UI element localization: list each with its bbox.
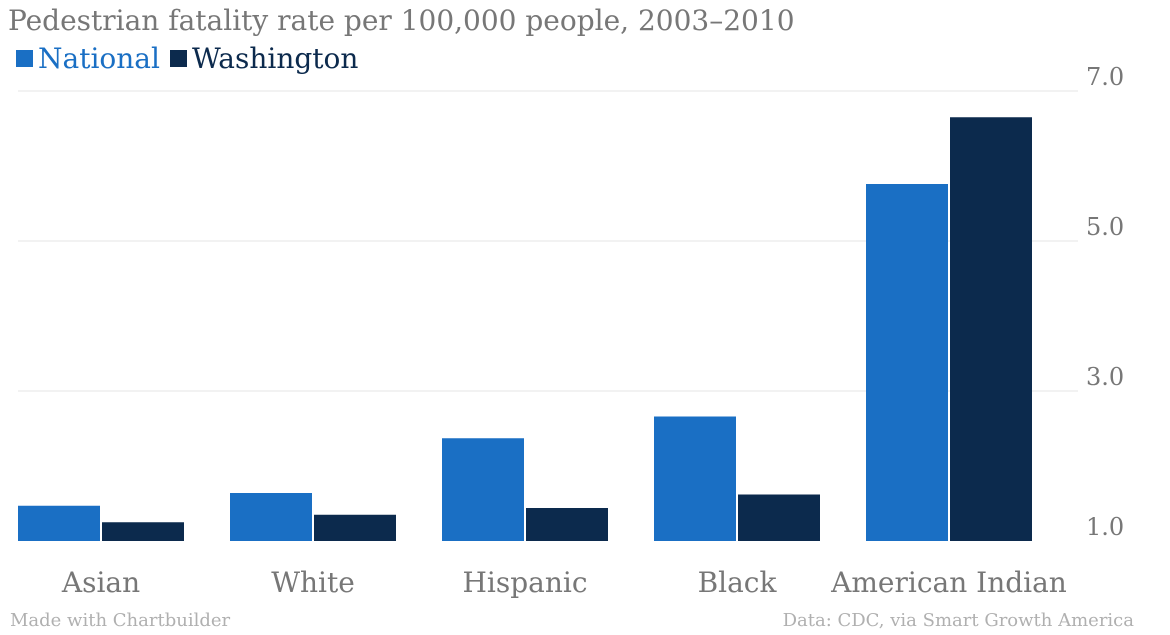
legend-swatch-washington bbox=[169, 50, 187, 67]
y-tick-label: 7.0 bbox=[1086, 63, 1124, 91]
y-tick-label: 1.0 bbox=[1086, 513, 1124, 541]
bar-national-asian bbox=[18, 505, 100, 541]
x-tick-label: American Indian bbox=[830, 566, 1067, 599]
bar-national-american-indian bbox=[866, 184, 948, 541]
bar-washington-asian bbox=[102, 522, 184, 541]
legend-label-washington: Washington bbox=[191, 42, 359, 75]
x-tick-label: Hispanic bbox=[462, 566, 587, 599]
legend-item-washington: Washington bbox=[169, 42, 359, 75]
x-tick-label: Asian bbox=[61, 566, 140, 599]
made-with-credit: Made with Chartbuilder bbox=[10, 610, 231, 631]
bar-washington-white bbox=[314, 514, 396, 541]
x-tick-label: Black bbox=[698, 566, 778, 599]
chart-legend: National Washington bbox=[16, 42, 368, 75]
bar-national-hispanic bbox=[442, 438, 524, 541]
bar-washington-american-indian bbox=[950, 117, 1032, 541]
y-tick-label: 5.0 bbox=[1086, 213, 1124, 241]
bar-national-white bbox=[230, 493, 312, 541]
legend-item-national: National bbox=[16, 42, 160, 75]
legend-swatch-national bbox=[16, 50, 33, 67]
y-tick-label: 3.0 bbox=[1086, 363, 1124, 391]
bar-washington-black bbox=[738, 494, 820, 541]
x-tick-label: White bbox=[271, 566, 355, 599]
chart-title: Pedestrian fatality rate per 100,000 peo… bbox=[8, 4, 795, 37]
bar-washington-hispanic bbox=[526, 508, 608, 541]
legend-label-national: National bbox=[38, 42, 160, 75]
bar-national-black bbox=[654, 416, 736, 541]
bar-chart: 1.0 3.0 5.0 7.0 Asian White Hispanic Black Ameri… bbox=[18, 63, 1124, 599]
data-source: Data: CDC, via Smart Growth America bbox=[782, 610, 1134, 631]
